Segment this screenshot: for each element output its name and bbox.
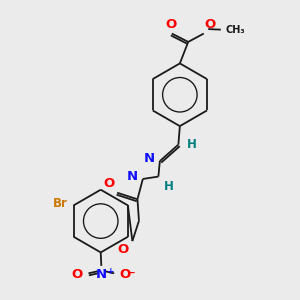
Text: O: O: [117, 243, 128, 256]
Text: +: +: [107, 267, 114, 276]
Text: N: N: [96, 268, 107, 281]
Text: −: −: [127, 268, 136, 278]
Text: O: O: [165, 19, 176, 32]
Text: O: O: [72, 268, 83, 281]
Text: O: O: [119, 268, 131, 281]
Text: O: O: [103, 177, 114, 190]
Text: Br: Br: [53, 197, 68, 210]
Text: CH₃: CH₃: [226, 25, 245, 35]
Text: H: H: [164, 180, 174, 193]
Text: N: N: [126, 170, 137, 183]
Text: O: O: [205, 19, 216, 32]
Text: H: H: [187, 137, 196, 151]
Text: N: N: [143, 152, 155, 165]
